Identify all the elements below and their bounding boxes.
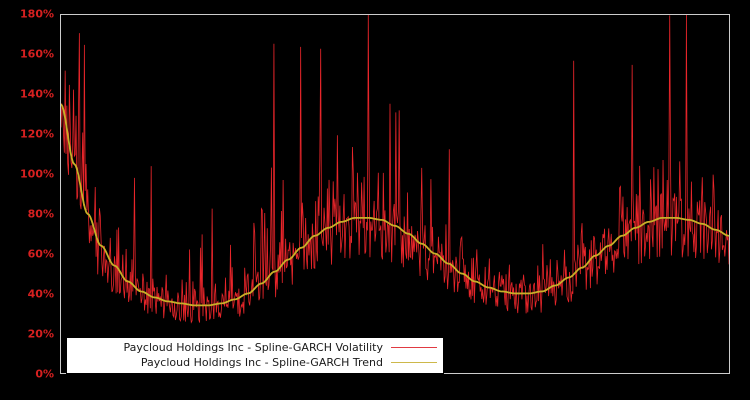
y-tick-label: 60% bbox=[27, 247, 54, 261]
plot-svg bbox=[61, 15, 729, 324]
series-volatility bbox=[61, 15, 729, 324]
y-tick-label: 20% bbox=[27, 327, 54, 341]
plot-area bbox=[60, 14, 730, 374]
legend-label-trend: Paycloud Holdings Inc - Spline-GARCH Tre… bbox=[140, 356, 383, 369]
y-tick-label: 80% bbox=[27, 207, 54, 221]
y-tick-label: 140% bbox=[20, 87, 54, 101]
legend-swatch-trend bbox=[391, 362, 437, 363]
y-tick-label: 40% bbox=[27, 287, 54, 301]
legend-entry-trend[interactable]: Paycloud Holdings Inc - Spline-GARCH Tre… bbox=[73, 355, 437, 370]
y-tick-label: 120% bbox=[20, 127, 54, 141]
y-tick-label: 180% bbox=[20, 7, 54, 21]
y-tick-label: 100% bbox=[20, 167, 54, 181]
legend-entry-volatility[interactable]: Paycloud Holdings Inc - Spline-GARCH Vol… bbox=[73, 340, 437, 355]
legend-swatch-volatility bbox=[391, 347, 437, 348]
legend-label-volatility: Paycloud Holdings Inc - Spline-GARCH Vol… bbox=[123, 341, 383, 354]
series-trend bbox=[61, 103, 729, 307]
chart-legend[interactable]: Paycloud Holdings Inc - Spline-GARCH Vol… bbox=[66, 337, 444, 374]
y-axis: 0% 20% 40% 60% 80% 100% 120% 140% 160% 180% bbox=[0, 0, 54, 400]
y-tick-label: 160% bbox=[20, 47, 54, 61]
y-tick-label: 0% bbox=[35, 367, 54, 381]
